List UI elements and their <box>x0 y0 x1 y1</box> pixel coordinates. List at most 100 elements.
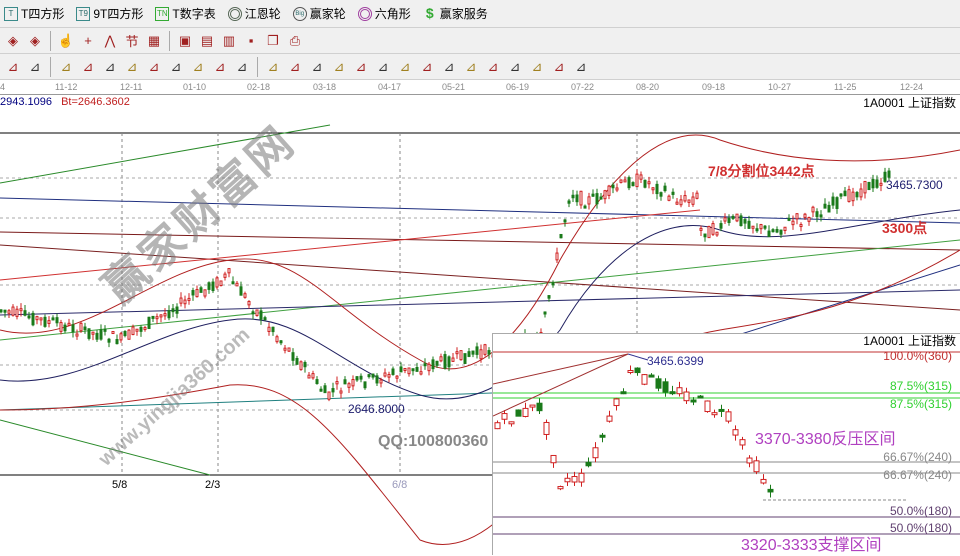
candle <box>307 374 311 379</box>
menu-t-table[interactable]: TN T数字表 <box>155 5 216 22</box>
inset-chart[interactable]: 1A0001 上证指数 3465.6399 100.0%(360) 87.5%(… <box>492 333 960 555</box>
candle <box>139 326 143 332</box>
gold-line-icon[interactable]: ⊿ <box>377 58 389 74</box>
candle <box>231 281 235 285</box>
box-icon[interactable]: ⊿ <box>60 58 72 74</box>
parallel-icon[interactable]: ⊿ <box>236 58 248 74</box>
candle <box>807 217 811 222</box>
f-line-icon[interactable]: ⊿ <box>487 58 499 74</box>
ruler-icon[interactable]: ⊿ <box>7 58 19 74</box>
menu-winner-service[interactable]: $ 赢家服务 <box>423 5 488 22</box>
move-right-icon[interactable]: ◈ <box>30 32 40 48</box>
arc-icon[interactable]: ⊿ <box>421 58 433 74</box>
main-chart[interactable] <box>0 110 960 555</box>
candle <box>711 223 715 235</box>
candle <box>703 233 707 238</box>
fib-87-5b: 87.5%(315) <box>889 397 952 411</box>
section-icon[interactable]: 节 <box>125 34 139 49</box>
candle <box>131 326 135 336</box>
menu-label: T数字表 <box>172 7 216 21</box>
notes-icon[interactable]: ▥ <box>222 32 236 48</box>
calculator-icon[interactable]: ▤ <box>200 32 214 48</box>
gold-fan-icon[interactable]: ⊿ <box>509 58 521 74</box>
candle <box>635 173 639 188</box>
candle <box>391 368 395 375</box>
candle <box>691 196 695 205</box>
toolbar-separator <box>169 30 170 51</box>
fib-line-icon[interactable]: ⊿ <box>553 58 565 74</box>
menubar: T T四方形 T9 9T四方形 TN T数字表 江恩轮 Big 赢家轮 六角形 $ 赢家服… <box>0 0 960 28</box>
date-tick: 4 <box>0 82 6 92</box>
candle <box>775 229 779 233</box>
candle <box>522 407 529 417</box>
time-line-icon[interactable]: ⊿ <box>531 58 543 74</box>
grid-box-icon[interactable]: ⊿ <box>104 58 116 74</box>
candle <box>663 185 667 192</box>
print-icon[interactable]: ⎙ <box>289 32 301 48</box>
candle <box>690 399 697 403</box>
fib-50b: 50.0%(180) <box>889 521 952 535</box>
candle <box>687 199 691 203</box>
candle <box>79 322 83 332</box>
calendar-icon[interactable]: ▣ <box>178 32 192 48</box>
candle <box>91 331 95 335</box>
candle <box>119 333 123 341</box>
candle <box>707 225 711 239</box>
save-icon[interactable]: ▪ <box>248 33 254 48</box>
j-line-icon[interactable]: ⊿ <box>465 58 477 74</box>
span-icon[interactable]: ⊿ <box>29 58 41 74</box>
multi-chart-icon[interactable]: ▦ <box>147 32 161 48</box>
percent-fan-icon[interactable]: ⊿ <box>289 58 301 74</box>
candle <box>423 363 427 367</box>
percent-icon[interactable]: ⊿ <box>311 58 323 74</box>
low-label: 2646.8000 <box>348 402 405 416</box>
candle <box>676 387 683 395</box>
candle <box>753 460 760 473</box>
candle <box>151 315 155 319</box>
candle <box>431 359 435 370</box>
window-icon[interactable]: ❐ <box>267 32 279 48</box>
candle <box>191 290 195 296</box>
candle <box>767 230 771 238</box>
candle <box>427 363 431 372</box>
wave-v-icon[interactable]: ⊿ <box>170 58 182 74</box>
candle <box>215 277 219 288</box>
menu-hexagon[interactable]: 六角形 <box>357 5 411 22</box>
grid2-icon[interactable]: ⊿ <box>214 58 226 74</box>
gold-circle-icon[interactable]: ⊿ <box>355 58 367 74</box>
pen-icon[interactable]: ⊿ <box>399 58 411 74</box>
fan-icon[interactable]: ⊿ <box>82 58 94 74</box>
candle <box>627 177 631 189</box>
inset-symbol: 1A0001 上证指数 <box>863 334 956 348</box>
candle <box>303 362 307 368</box>
menu-winner-wheel[interactable]: Big 赢家轮 <box>292 5 346 22</box>
menu-9t-square[interactable]: T9 9T四方形 <box>76 5 143 22</box>
table-icon[interactable]: ⊿ <box>267 58 279 74</box>
crosshair-icon[interactable]: + <box>84 33 92 48</box>
four-line-icon[interactable]: ⊿ <box>575 58 587 74</box>
move-left-icon[interactable]: ◈ <box>8 32 18 48</box>
candle <box>439 356 443 362</box>
grid-icon[interactable]: ⊿ <box>192 58 204 74</box>
candle <box>3 309 7 313</box>
gann-box-icon[interactable]: ⊿ <box>126 58 138 74</box>
candle <box>43 316 47 327</box>
angle-icon[interactable]: ⊿ <box>148 58 160 74</box>
candle <box>95 332 99 340</box>
wave-icon[interactable]: ⋀ <box>104 32 116 48</box>
hand-icon[interactable]: ☝ <box>57 32 75 48</box>
bottom-label-6-8: 6/8 <box>392 479 408 491</box>
hexagon-icon <box>357 6 372 21</box>
candle <box>887 170 891 178</box>
bollinger-lower <box>0 249 960 545</box>
candle <box>723 217 727 222</box>
percent-line-icon[interactable]: ⊿ <box>333 58 345 74</box>
candle <box>163 313 167 317</box>
menu-gann-wheel[interactable]: 江恩轮 <box>227 5 281 22</box>
gold-icon[interactable]: ⊿ <box>443 58 455 74</box>
candle <box>359 375 363 380</box>
high-label: 3465.7300 <box>886 178 943 192</box>
candle <box>435 360 439 366</box>
menu-t-square[interactable]: T T四方形 <box>4 5 64 22</box>
candle <box>111 331 115 335</box>
